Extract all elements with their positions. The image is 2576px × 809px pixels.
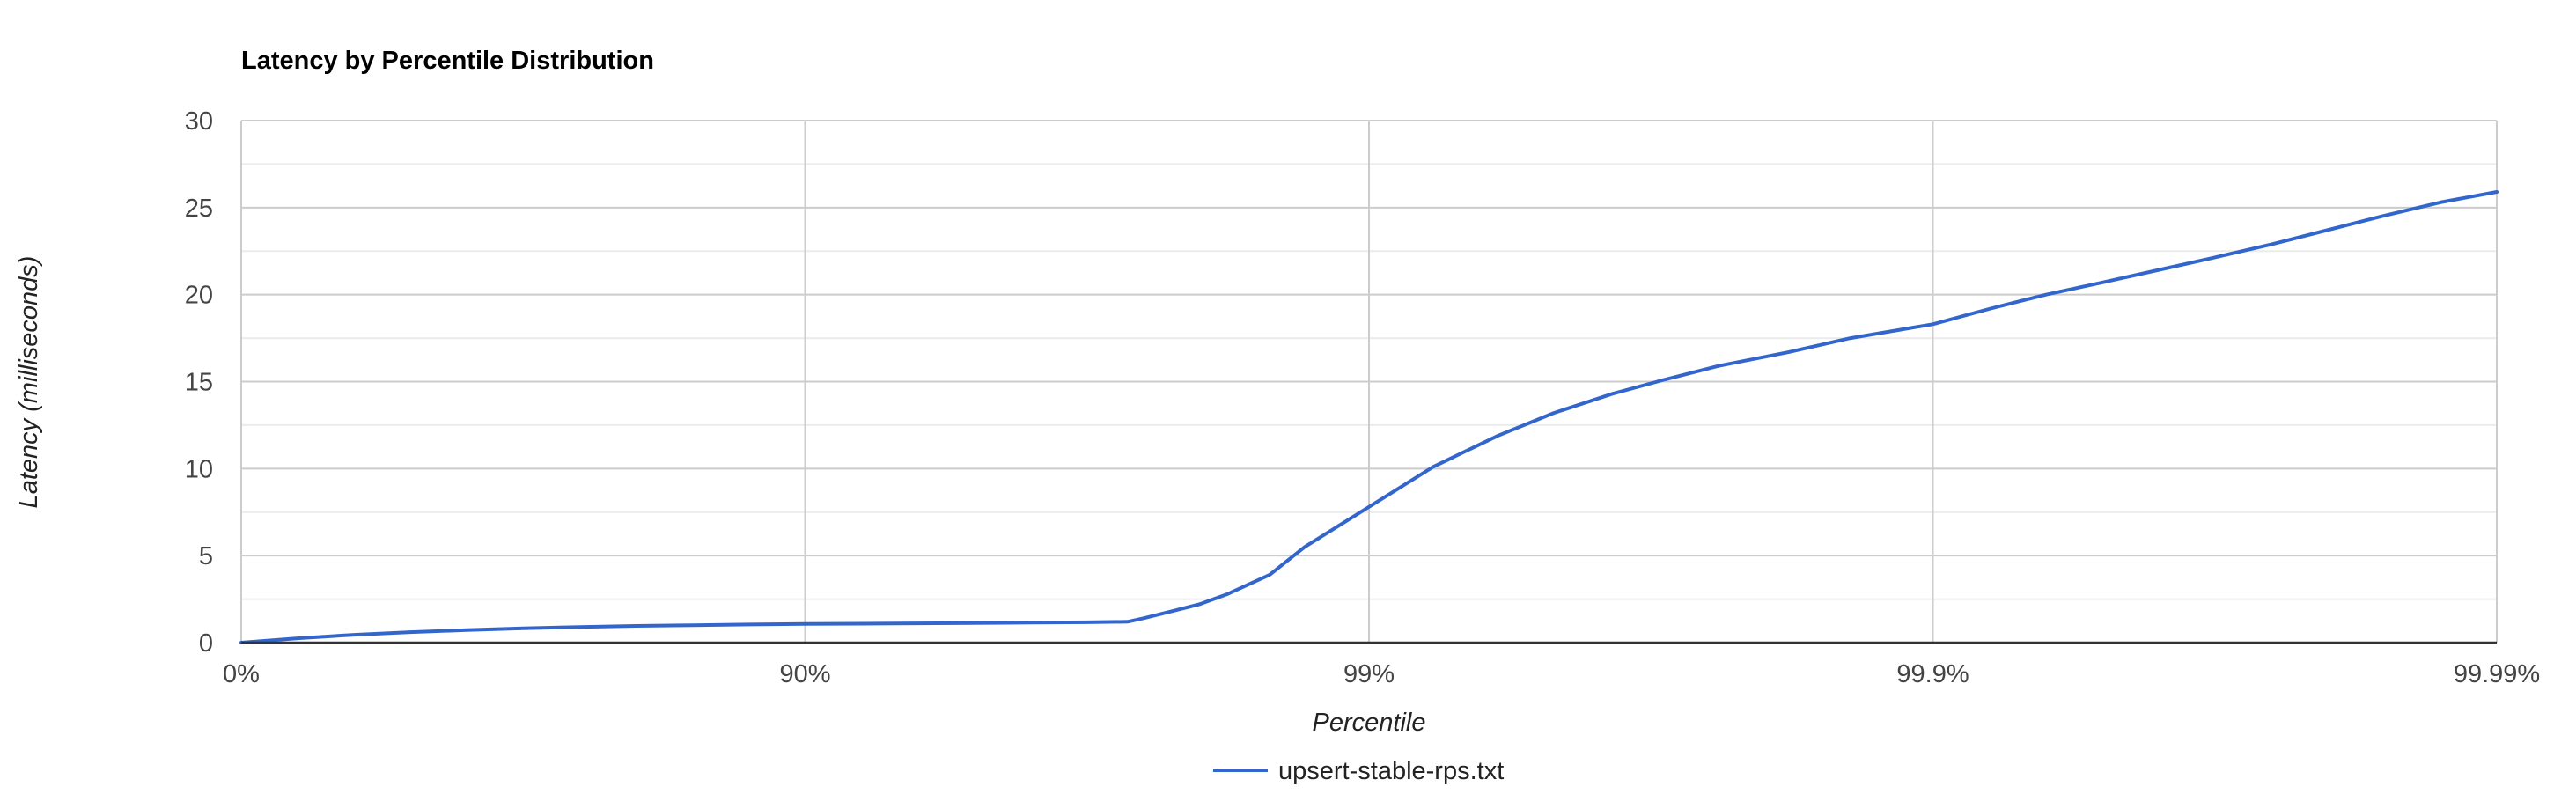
y-tick-label: 25: [185, 195, 213, 223]
x-axis-label: Percentile: [1313, 709, 1426, 737]
legend-label: upsert-stable-rps.txt: [1278, 757, 1504, 785]
y-tick-label: 30: [185, 107, 213, 136]
y-axis-ticks: 0 5 10 15 20 25 30: [185, 107, 213, 658]
y-axis-label: Latency (milliseconds): [15, 256, 43, 509]
y-tick-label: 20: [185, 282, 213, 310]
x-tick-label: 99%: [1343, 660, 1395, 688]
y-tick-label: 5: [199, 542, 213, 570]
series-line: [239, 190, 2499, 644]
x-tick-label: 90%: [779, 660, 830, 688]
y-tick-label: 0: [199, 629, 213, 658]
y-tick-label: 10: [185, 455, 213, 483]
x-axis-ticks: 0% 90% 99% 99.9% 99.99%: [223, 660, 2540, 688]
series-layer: [239, 190, 2499, 644]
x-tick-label: 0%: [223, 660, 260, 688]
x-tick-label: 99.99%: [2454, 660, 2540, 688]
y-tick-label: 15: [185, 369, 213, 397]
x-tick-label: 99.9%: [1896, 660, 1969, 688]
legend: upsert-stable-rps.txt: [1213, 757, 1504, 785]
chart-title: Latency by Percentile Distribution: [241, 47, 654, 75]
major-gridlines: [240, 120, 2498, 643]
